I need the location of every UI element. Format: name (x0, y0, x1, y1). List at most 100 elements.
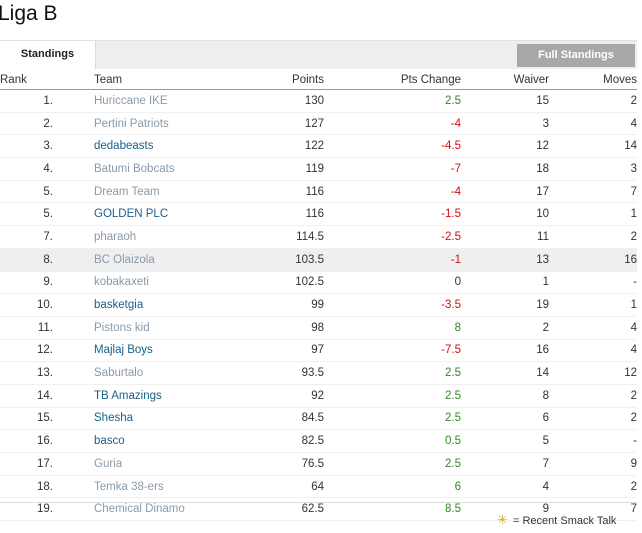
team-cell: basco (94, 429, 244, 453)
rank-cell: 19. (0, 497, 53, 522)
team-cell: Pistons kid (94, 316, 244, 340)
spacer-cell (53, 134, 94, 159)
points-cell: 92 (244, 384, 324, 408)
waiver-cell: 15 (461, 89, 549, 113)
moves-cell: 4 (549, 316, 637, 340)
column-header-pts-change: Pts Change (324, 71, 461, 90)
rank-cell: 9. (0, 271, 53, 295)
moves-cell: - (549, 429, 637, 453)
full-standings-button[interactable]: Full Standings (517, 44, 635, 67)
table-row: 19. Chemical Dinamo 62.5 8.5 9 7 (0, 497, 637, 522)
pts-change-cell: -4 (324, 112, 461, 136)
pts-change-cell: -4 (324, 180, 461, 204)
pts-change-cell: -3.5 (324, 293, 461, 317)
team-link[interactable]: dedabeasts (94, 140, 154, 153)
team-cell: Pertini Patriots (94, 112, 244, 136)
team-cell: Guria (94, 452, 244, 476)
tab-bar: Standings Full Standings (0, 40, 637, 72)
rank-cell: 7. (0, 225, 53, 249)
team-link[interactable]: Pistons kid (94, 321, 150, 334)
points-cell: 82.5 (244, 429, 324, 453)
team-cell: pharaoh (94, 225, 244, 249)
moves-cell: 3 (549, 157, 637, 181)
points-cell: 122 (244, 134, 324, 159)
pts-change-cell: -4.5 (324, 134, 461, 159)
team-cell: Huriccane IKE (94, 89, 244, 113)
waiver-cell: 9 (461, 497, 549, 522)
table-row: 8. BC Olaizola 103.5 -1 13 16 (0, 248, 637, 272)
spacer-cell (53, 407, 94, 431)
points-cell: 93.5 (244, 361, 324, 385)
team-link[interactable]: Pertini Patriots (94, 117, 169, 130)
table-row: 1. Huriccane IKE 130 2.5 15 2 (0, 89, 637, 113)
waiver-cell: 5 (461, 429, 549, 453)
moves-cell: 4 (549, 339, 637, 363)
team-link[interactable]: pharaoh (94, 230, 137, 243)
team-link[interactable]: GOLDEN PLC (94, 208, 169, 221)
team-link[interactable]: Majlaj Boys (94, 344, 153, 357)
team-cell: Batumi Bobcats (94, 157, 244, 181)
team-link[interactable]: Temka 38-ers (94, 480, 164, 493)
team-link[interactable]: basketgia (94, 299, 144, 312)
tab-pointer-icon (44, 68, 54, 72)
spacer-cell (53, 475, 94, 499)
team-link[interactable]: Chemical Dinamo (94, 503, 185, 516)
moves-cell: 1 (549, 202, 637, 227)
column-header-points: Points (244, 71, 324, 90)
team-link[interactable]: BC Olaizola (94, 253, 155, 266)
moves-cell: 2 (549, 89, 637, 113)
table-row: 10. basketgia 99 -3.5 19 1 (0, 293, 637, 317)
moves-cell: - (549, 271, 637, 295)
waiver-cell: 3 (461, 112, 549, 136)
waiver-cell: 11 (461, 225, 549, 249)
points-cell: 76.5 (244, 452, 324, 476)
tab-standings-label: Standings (20, 48, 75, 60)
tab-standings[interactable]: Standings (0, 41, 96, 72)
moves-cell: 7 (549, 180, 637, 204)
points-cell: 84.5 (244, 407, 324, 431)
team-link[interactable]: TB Amazings (94, 389, 162, 402)
spacer-cell (53, 293, 94, 317)
column-header-team: Team (94, 71, 244, 90)
team-cell: GOLDEN PLC (94, 202, 244, 227)
team-link[interactable]: Saburtalo (94, 367, 144, 380)
waiver-cell: 13 (461, 248, 549, 272)
spacer-cell (53, 339, 94, 363)
team-cell: BC Olaizola (94, 248, 244, 272)
team-cell: Saburtalo (94, 361, 244, 385)
team-link[interactable]: Shesha (94, 412, 134, 425)
pts-change-cell: 0 (324, 271, 461, 295)
team-link[interactable]: Batumi Bobcats (94, 162, 175, 175)
table-row: 5. GOLDEN PLC 116 -1.5 10 1 (0, 202, 637, 227)
table-row: 11. Pistons kid 98 8 2 4 (0, 316, 637, 340)
points-cell: 114.5 (244, 225, 324, 249)
table-row: 15. Shesha 84.5 2.5 6 2 (0, 407, 637, 431)
waiver-cell: 19 (461, 293, 549, 317)
pts-change-cell: 2.5 (324, 361, 461, 385)
team-link[interactable]: Guria (94, 457, 123, 470)
column-header-waiver: Waiver (461, 71, 549, 90)
team-link[interactable]: basco (94, 435, 125, 448)
team-cell: dedabeasts (94, 134, 244, 159)
points-cell: 116 (244, 202, 324, 227)
waiver-cell: 6 (461, 407, 549, 431)
pts-change-cell: -1 (324, 248, 461, 272)
rank-cell: 15. (0, 407, 53, 431)
team-link[interactable]: Huriccane IKE (94, 94, 168, 107)
team-cell: Dream Team (94, 180, 244, 204)
team-link[interactable]: Dream Team (94, 185, 160, 198)
table-bottom-divider (0, 502, 637, 503)
spacer-cell (53, 497, 94, 522)
rank-cell: 3. (0, 134, 53, 159)
spacer-cell (53, 271, 94, 295)
table-row: 9. kobakaxeti 102.5 0 1- (0, 271, 637, 295)
spacer-cell (53, 89, 94, 113)
points-cell: 98 (244, 316, 324, 340)
team-link[interactable]: kobakaxeti (94, 276, 149, 289)
waiver-cell: 10 (461, 202, 549, 227)
waiver-cell: 12 (461, 134, 549, 159)
pts-change-cell: 2.5 (324, 407, 461, 431)
spacer-cell (53, 180, 94, 204)
waiver-cell: 17 (461, 180, 549, 204)
pts-change-cell: 8 (324, 316, 461, 340)
